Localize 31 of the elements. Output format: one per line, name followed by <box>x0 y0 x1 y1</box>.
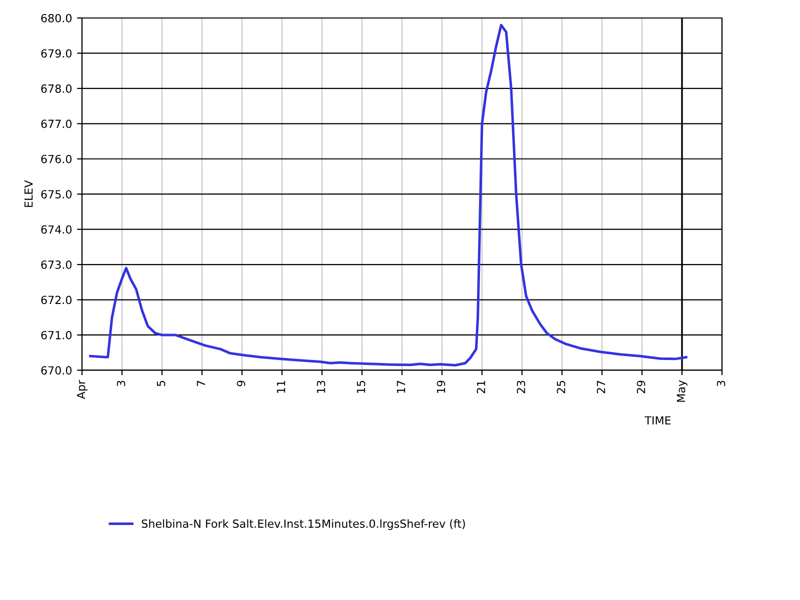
x-tick-label: 17 <box>396 380 406 393</box>
x-tick-label: 23 <box>516 380 526 394</box>
x-tick-label: 21 <box>476 380 486 394</box>
y-tick-label: 676.0 <box>41 154 72 164</box>
x-tick-label: 3 <box>116 380 126 386</box>
x-tick-label: 19 <box>436 380 446 393</box>
x-tick-label: 9 <box>236 380 246 386</box>
y-tick-label: 679.0 <box>41 49 72 58</box>
x-tick-label: 27 <box>596 380 606 394</box>
x-tick-label: 13 <box>316 380 326 393</box>
y-tick-label: 677.0 <box>41 120 72 128</box>
x-tick-label: Apr <box>76 380 88 400</box>
y-axis-title: ELEV <box>24 180 33 207</box>
x-tick-label: 11 <box>276 380 286 393</box>
x-tick-label: 15 <box>356 380 366 393</box>
y-tick-label: 670.0 <box>41 366 72 375</box>
y-tick-label: 672.0 <box>41 296 72 304</box>
y-tick-label: 671.0 <box>41 330 72 340</box>
x-tick-label: 25 <box>556 380 566 394</box>
x-tick-label: 29 <box>636 380 646 394</box>
x-tick-label: 3 <box>716 380 726 386</box>
y-tick-label: 675.0 <box>41 190 72 198</box>
x-tick-label: 7 <box>196 380 206 386</box>
x-tick-label: 5 <box>156 380 166 386</box>
y-tick-label: 680.0 <box>41 14 72 22</box>
x-axis-title: TIME <box>644 416 671 424</box>
y-tick-label: 673.0 <box>41 260 72 269</box>
x-tick-label: May <box>676 380 688 402</box>
y-tick-label: 678.0 <box>41 84 72 93</box>
y-tick-label: 674.0 <box>41 225 72 234</box>
legend-label: Shelbina-N Fork Salt.Elev.Inst.15Minutes.0.lrgsShef-rev (ft) <box>142 519 465 530</box>
